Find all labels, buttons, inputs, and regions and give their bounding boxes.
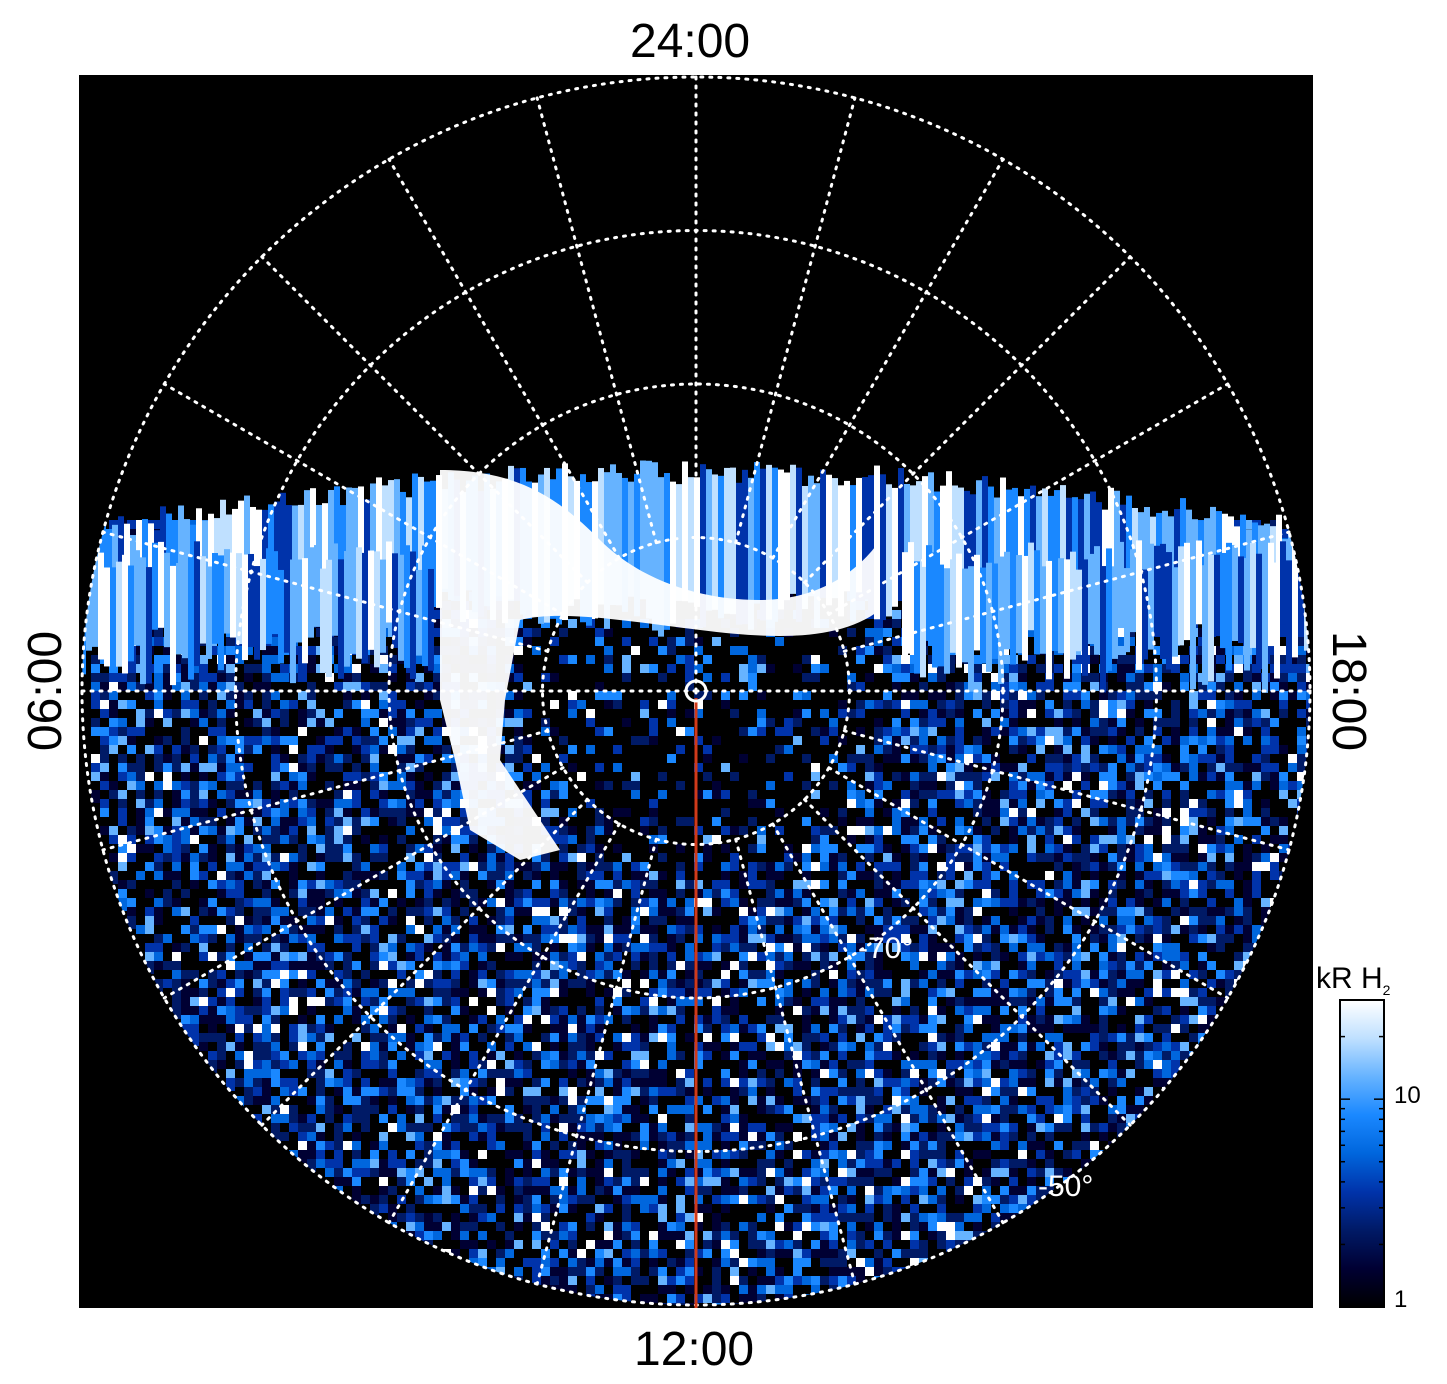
emission-pixel bbox=[883, 619, 892, 632]
emission-pixel bbox=[640, 619, 649, 632]
emission-pixel bbox=[622, 619, 631, 632]
emission-pixel bbox=[154, 520, 163, 533]
emission-pixel bbox=[1279, 619, 1288, 632]
emission-pixel bbox=[433, 619, 442, 632]
emission-pixel bbox=[154, 628, 163, 641]
emission-pixel bbox=[892, 619, 901, 632]
emission-pixel bbox=[541, 619, 550, 632]
emission-pixel bbox=[595, 619, 604, 632]
emission-pixel bbox=[1279, 529, 1288, 542]
emission-pixel bbox=[271, 628, 280, 641]
emission-pixel bbox=[874, 619, 883, 632]
emission-pixel bbox=[523, 619, 532, 632]
emission-pixel bbox=[568, 619, 577, 632]
emission-pixel bbox=[1279, 520, 1288, 533]
emission-pixel bbox=[856, 619, 865, 632]
emission-pixel bbox=[433, 610, 442, 623]
emission-pixel bbox=[532, 619, 541, 632]
emission-pixel bbox=[883, 610, 892, 623]
emission-pixel bbox=[577, 619, 586, 632]
emission-pixel bbox=[1243, 520, 1252, 533]
emission-pixel bbox=[613, 619, 622, 632]
emission-pixel bbox=[568, 610, 577, 623]
emission-pixel bbox=[847, 619, 856, 632]
emission-pixel bbox=[865, 619, 874, 632]
emission-pixel bbox=[550, 619, 559, 632]
local-time-label-bottom: 12:00 bbox=[634, 1323, 755, 1376]
emission-pixel bbox=[127, 520, 136, 533]
emission-pixel bbox=[559, 619, 568, 632]
local-time-label-top: 24:00 bbox=[630, 15, 751, 68]
emission-pixel bbox=[892, 610, 901, 623]
emission-pixel bbox=[631, 619, 640, 632]
emission-pixel bbox=[892, 601, 901, 614]
